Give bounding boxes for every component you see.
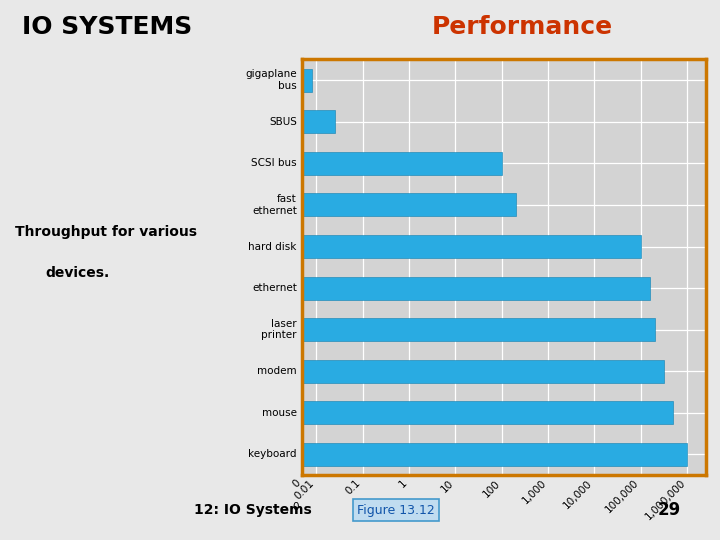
Bar	[0, 193, 516, 217]
Bar	[0, 235, 641, 258]
Bar	[0, 276, 650, 300]
Text: devices.: devices.	[45, 266, 109, 280]
Bar	[0, 360, 665, 383]
Bar	[0, 110, 335, 133]
Text: 0: 0	[292, 502, 298, 512]
Bar	[0, 401, 673, 424]
Text: IO SYSTEMS: IO SYSTEMS	[22, 15, 192, 39]
Text: Performance: Performance	[432, 15, 613, 39]
Text: Figure 13.12: Figure 13.12	[357, 504, 435, 517]
Text: 29: 29	[658, 501, 681, 519]
Text: Throughput for various: Throughput for various	[15, 225, 197, 239]
Bar	[0, 318, 654, 341]
Text: 12: IO Systems: 12: IO Systems	[194, 503, 312, 517]
Bar	[0, 69, 312, 92]
Bar	[0, 443, 687, 466]
Bar	[0, 152, 502, 175]
